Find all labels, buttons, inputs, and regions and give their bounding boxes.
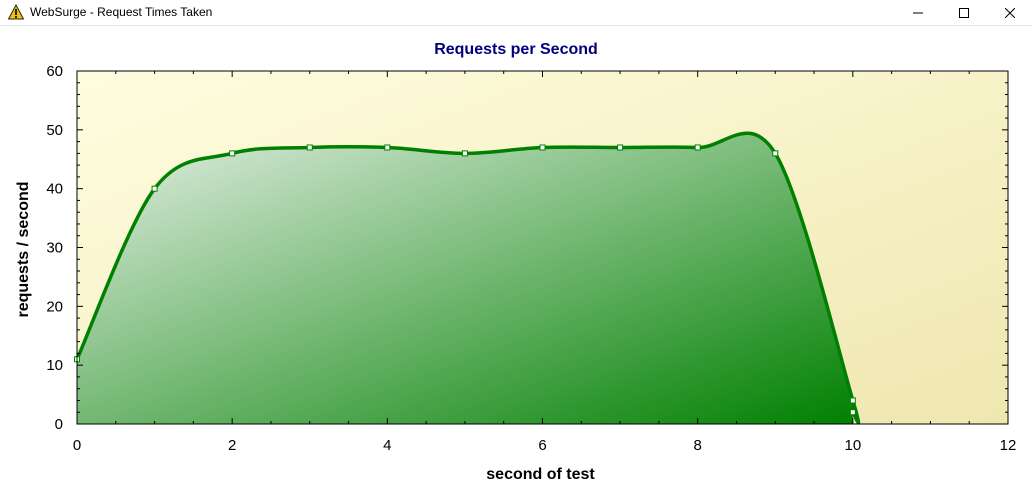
data-point	[384, 144, 391, 151]
x-axis-ticks: 0 2 4 6 8 10 12	[73, 71, 1017, 454]
y-tick-label: 40	[46, 181, 63, 198]
x-tick-label: 12	[1000, 437, 1017, 454]
requests-per-second-chart: 0 2 4 6 8 10 12 0 10 20 30 40 50 60 Requests per Sec…	[15, 41, 1017, 483]
data-point	[539, 144, 546, 151]
data-point	[694, 144, 701, 151]
x-tick-label: 10	[844, 437, 861, 454]
data-point	[151, 185, 158, 192]
y-tick-label: 20	[46, 298, 63, 315]
data-point	[772, 150, 779, 157]
y-tick-label: 60	[46, 63, 63, 80]
websurge-warning-icon	[8, 4, 24, 20]
y-axis-ticks: 0 10 20 30 40 50 60	[46, 63, 1008, 433]
x-tick-label: 6	[538, 437, 546, 454]
window-title: WebSurge - Request Times Taken	[30, 5, 213, 19]
data-point	[617, 144, 624, 151]
maximize-button[interactable]	[941, 0, 987, 26]
x-tick-label: 4	[383, 437, 391, 454]
x-tick-label: 2	[228, 437, 236, 454]
minimize-button[interactable]	[895, 0, 941, 26]
x-tick-label: 8	[693, 437, 701, 454]
y-tick-label: 0	[55, 416, 63, 433]
data-point	[306, 144, 313, 151]
maximize-icon	[959, 8, 969, 18]
y-tick-label: 10	[46, 357, 63, 374]
series-markers	[74, 144, 856, 416]
y-axis-label: requests / second	[15, 181, 32, 317]
x-tick-label: 0	[73, 437, 81, 454]
chart-area: 0 2 4 6 8 10 12 0 10 20 30 40 50 60 Requests per Sec…	[0, 27, 1032, 496]
chart-title: Requests per Second	[434, 41, 598, 58]
data-point	[461, 150, 468, 157]
series-line	[75, 131, 861, 425]
y-tick-label: 30	[46, 240, 63, 257]
x-axis-label: second of test	[486, 466, 595, 483]
data-point	[849, 397, 856, 404]
minimize-icon	[913, 12, 923, 14]
close-button[interactable]	[987, 0, 1032, 26]
close-icon	[1005, 8, 1015, 18]
y-tick-label: 50	[46, 122, 63, 139]
series-area-fill	[77, 133, 859, 424]
data-point	[849, 409, 856, 416]
window-titlebar: WebSurge - Request Times Taken	[0, 0, 1032, 26]
data-point	[229, 150, 236, 157]
